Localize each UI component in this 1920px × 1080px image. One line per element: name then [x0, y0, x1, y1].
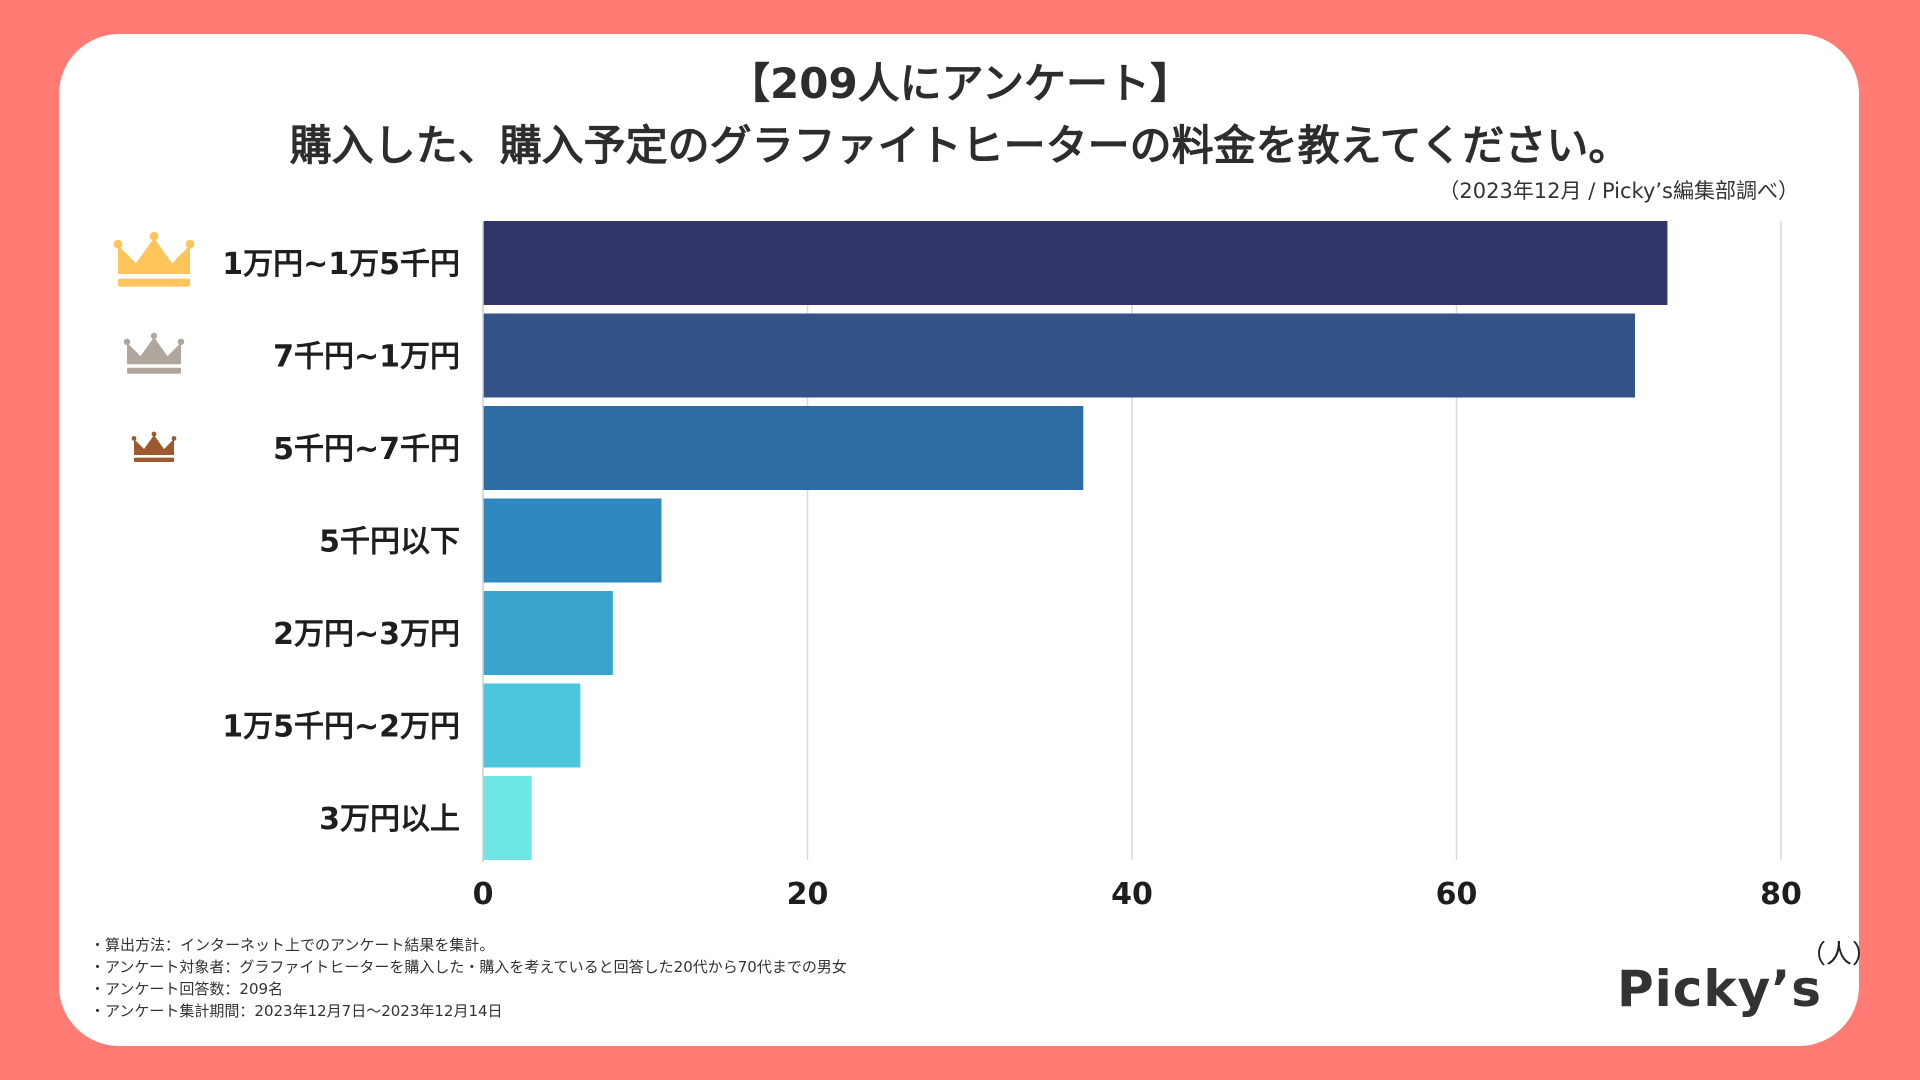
chart-title: 購入した、購入予定のグラファイトヒーターの料金を教えてください。: [289, 121, 1631, 170]
crown-bronze-icon: [131, 431, 177, 462]
x-axis-unit-label: （人）: [1800, 940, 1879, 970]
bar: [483, 221, 1668, 305]
x-tick-label: 0: [473, 877, 494, 912]
bar: [483, 776, 532, 860]
note-respondents: ・アンケート回答数：209名: [90, 980, 284, 998]
chart-title-line1: 【209人にアンケート】: [728, 59, 1192, 108]
bar: [483, 406, 1084, 490]
brand-logo: Picky’s: [1617, 960, 1823, 1018]
category-label: 7千円~1万円: [273, 340, 460, 375]
survey-notes: ・算出方法：インターネット上でのアンケート結果を集計。 ・アンケート対象者：グラ…: [90, 934, 847, 1022]
x-tick-label: 60: [1436, 877, 1478, 912]
bar: [483, 591, 613, 675]
bar: [483, 313, 1635, 398]
bar: [483, 683, 581, 768]
x-tick-label: 80: [1760, 877, 1802, 912]
x-tick-label: 40: [1111, 877, 1153, 912]
category-label: 5千円~7千円: [273, 432, 460, 467]
crown-silver-icon: [123, 332, 185, 374]
note-target: ・アンケート対象者：グラファイトヒーターを購入した・購入を考えていると回答した2…: [90, 958, 847, 976]
category-label: 1万円~1万5千円: [222, 247, 460, 282]
survey-source: （2023年12月 / Picky’s編集部調べ）: [1438, 179, 1799, 203]
category-label: 3万円以上: [319, 802, 460, 837]
note-period: ・アンケート集計期間：2023年12月7日〜2023年12月14日: [90, 1002, 503, 1020]
bar: [483, 498, 662, 583]
category-label: 1万5千円~2万円: [222, 710, 460, 745]
category-label: 5千円以下: [319, 525, 460, 560]
note-method: ・算出方法：インターネット上でのアンケート結果を集計。: [90, 936, 495, 954]
category-label: 2万円~3万円: [273, 617, 460, 652]
crown-gold-icon: [113, 231, 195, 287]
chart-card: [59, 34, 1859, 1046]
x-tick-label: 20: [787, 877, 829, 912]
